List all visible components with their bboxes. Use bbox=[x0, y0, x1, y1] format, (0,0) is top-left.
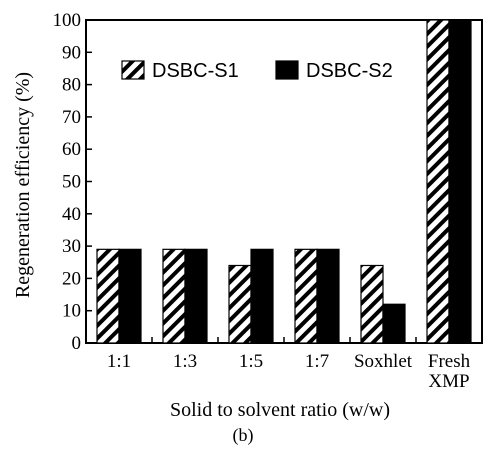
bar-dsbc-s2 bbox=[382, 303, 406, 344]
x-axis-title: Solid to solvent ratio (w/w) bbox=[170, 399, 390, 421]
panel-label: (b) bbox=[233, 425, 254, 446]
x-tick-label-line: Fresh bbox=[428, 351, 471, 372]
x-tick-label: 1:1 bbox=[107, 351, 131, 372]
bar-dsbc-s1 bbox=[96, 248, 120, 344]
bar-dsbc-s2 bbox=[448, 19, 472, 344]
y-tick-label: 90 bbox=[62, 42, 81, 63]
legend-label-dsbc-s1: DSBC-S1 bbox=[152, 60, 239, 82]
y-tick-label: 50 bbox=[62, 172, 81, 193]
bar-dsbc-s1 bbox=[426, 19, 450, 344]
legend-swatch-dsbc-s1 bbox=[121, 60, 145, 80]
bar-dsbc-s2 bbox=[316, 248, 340, 344]
x-tick-label-line: 1:1 bbox=[107, 351, 131, 372]
legend-label-dsbc-s2: DSBC-S2 bbox=[306, 60, 393, 82]
y-tick-label: 20 bbox=[62, 268, 81, 289]
bar-dsbc-s2 bbox=[118, 248, 142, 344]
bar-dsbc-s1 bbox=[162, 248, 186, 344]
x-tick-label-line: Soxhlet bbox=[354, 351, 413, 372]
x-tick-label-line: 1:3 bbox=[173, 351, 197, 372]
legend-swatch-dsbc-s2 bbox=[275, 60, 299, 80]
x-tick-label: 1:5 bbox=[239, 351, 263, 372]
bar-dsbc-s1 bbox=[294, 248, 318, 344]
y-axis-title: Regeneration efficiency (%) bbox=[12, 72, 34, 298]
x-tick-label: 1:7 bbox=[305, 351, 329, 372]
x-tick-label-line: XMP bbox=[428, 371, 469, 392]
y-tick-label: 10 bbox=[62, 301, 81, 322]
x-tick-label: Soxhlet bbox=[354, 351, 413, 372]
y-tick-label: 60 bbox=[62, 139, 81, 160]
bar-dsbc-s1 bbox=[360, 264, 384, 344]
x-tick-label: Fresh XMP bbox=[428, 351, 471, 392]
x-tick-label-line: 1:5 bbox=[239, 351, 263, 372]
y-tick-label: 0 bbox=[72, 333, 82, 354]
y-tick-label: 30 bbox=[62, 236, 81, 257]
y-tick-label: 70 bbox=[62, 107, 81, 128]
y-tick-label: 80 bbox=[62, 75, 81, 96]
y-tick-label: 40 bbox=[62, 204, 81, 225]
bar-dsbc-s2 bbox=[250, 248, 274, 344]
x-tick-label-line: 1:7 bbox=[305, 351, 329, 372]
y-tick-label: 100 bbox=[53, 10, 82, 31]
plot-area: 0 10 20 30 40 50 60 70 80 90 100 1:1 1:3 1:5 1:7 Soxhle… bbox=[53, 10, 483, 392]
bar-dsbc-s2 bbox=[184, 248, 208, 344]
x-tick-label: 1:3 bbox=[173, 351, 197, 372]
bar-dsbc-s1 bbox=[228, 264, 252, 344]
